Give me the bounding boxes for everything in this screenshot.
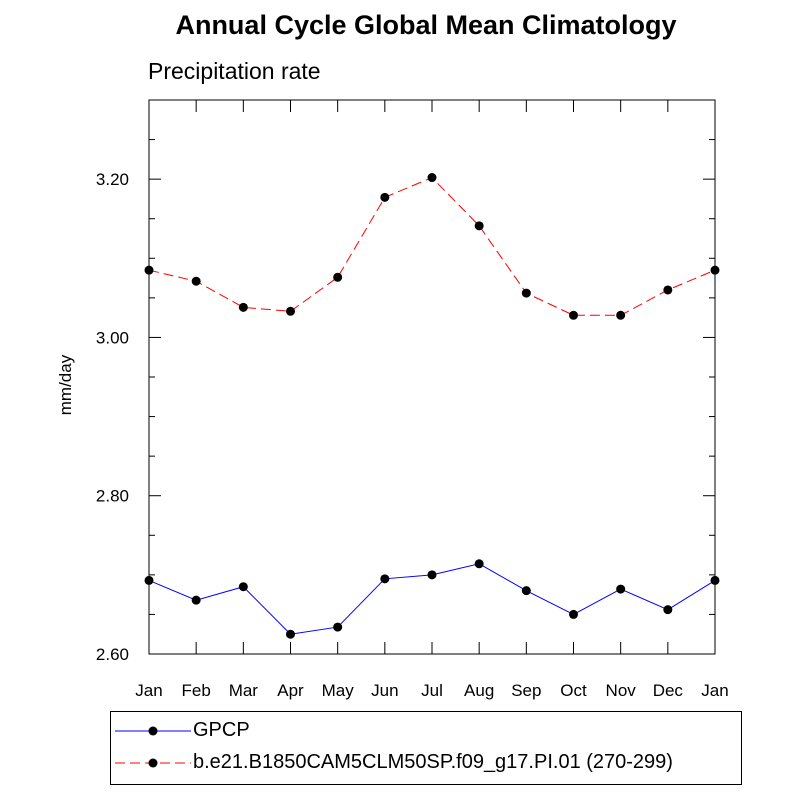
- legend-item-gpcp: GPCP: [111, 716, 741, 746]
- x-tick-label: Oct: [560, 681, 587, 700]
- series-1-point: [380, 192, 390, 202]
- y-axis: 2.60 2.80 3.00 3.20: [96, 99, 715, 664]
- series-0-point: [521, 586, 531, 596]
- legend-swatch-model: [115, 758, 191, 768]
- chart-title: Annual Cycle Global Mean Climatology: [175, 10, 677, 40]
- series-layer: [144, 173, 720, 639]
- series-0-point: [333, 622, 343, 632]
- x-tick-label: Aug: [464, 681, 494, 700]
- y-tick-label: 3.00: [96, 328, 129, 347]
- legend-label-gpcp: GPCP: [193, 719, 250, 741]
- series-1-point: [616, 310, 626, 320]
- x-tick-label: Sep: [511, 681, 541, 700]
- x-tick-label: Jul: [421, 681, 443, 700]
- x-tick-label: Nov: [606, 681, 637, 700]
- series-1-point: [663, 285, 673, 295]
- series-1-point: [474, 221, 484, 231]
- series-1-point: [191, 276, 201, 286]
- series-0-point: [710, 575, 720, 585]
- x-tick-label: Apr: [277, 681, 304, 700]
- series-1-point: [333, 272, 343, 282]
- y-tick-label: 2.80: [96, 487, 129, 506]
- legend: GPCP b.e21.B1850CAM5CLM50SP.f09_g17.PI.0…: [110, 711, 742, 785]
- x-tick-label: Jun: [371, 681, 398, 700]
- series-line-1: [148, 176, 716, 316]
- series-1-point: [521, 288, 531, 298]
- series-0-point: [286, 629, 295, 639]
- series-1-point: [144, 265, 154, 275]
- x-tick-label: Mar: [229, 681, 259, 700]
- series-1-point: [238, 302, 248, 312]
- series-0-point: [569, 609, 578, 619]
- series-0-point: [616, 584, 626, 594]
- series-1-point: [569, 310, 578, 320]
- series-0-point: [238, 582, 248, 592]
- x-tick-label: Dec: [653, 681, 684, 700]
- series-0-point: [474, 559, 484, 569]
- x-tick-label: Jan: [135, 681, 162, 700]
- series-0-point: [144, 575, 154, 585]
- x-tick-label: Jan: [701, 681, 728, 700]
- series-1-point: [427, 173, 437, 183]
- chart-subtitle: Precipitation rate: [148, 58, 321, 84]
- series-0-point: [380, 574, 390, 584]
- chart-plot: 2.60 2.80 3.00 3.20 Jan Feb Mar Apr May Jun Jul Au…: [56, 99, 729, 700]
- legend-item-model: b.e21.B1850CAM5CLM50SP.f09_g17.PI.01 (27…: [111, 748, 741, 778]
- y-axis-label: mm/day: [56, 354, 75, 415]
- series-0-point: [663, 605, 673, 615]
- x-tick-label: Feb: [182, 681, 211, 700]
- series-0-point: [191, 595, 201, 605]
- legend-label-model: b.e21.B1850CAM5CLM50SP.f09_g17.PI.01 (27…: [193, 751, 673, 773]
- series-1-point: [286, 306, 295, 316]
- x-axis: Jan Feb Mar Apr May Jun Jul Aug Sep Oct Nov Dec Jan: [135, 100, 729, 700]
- y-tick-label: 3.20: [96, 170, 129, 189]
- series-1-point: [710, 265, 720, 275]
- series-0-point: [427, 570, 437, 580]
- x-tick-label: May: [322, 681, 355, 700]
- legend-swatch-gpcp: [115, 726, 191, 736]
- y-tick-label: 2.60: [96, 645, 129, 664]
